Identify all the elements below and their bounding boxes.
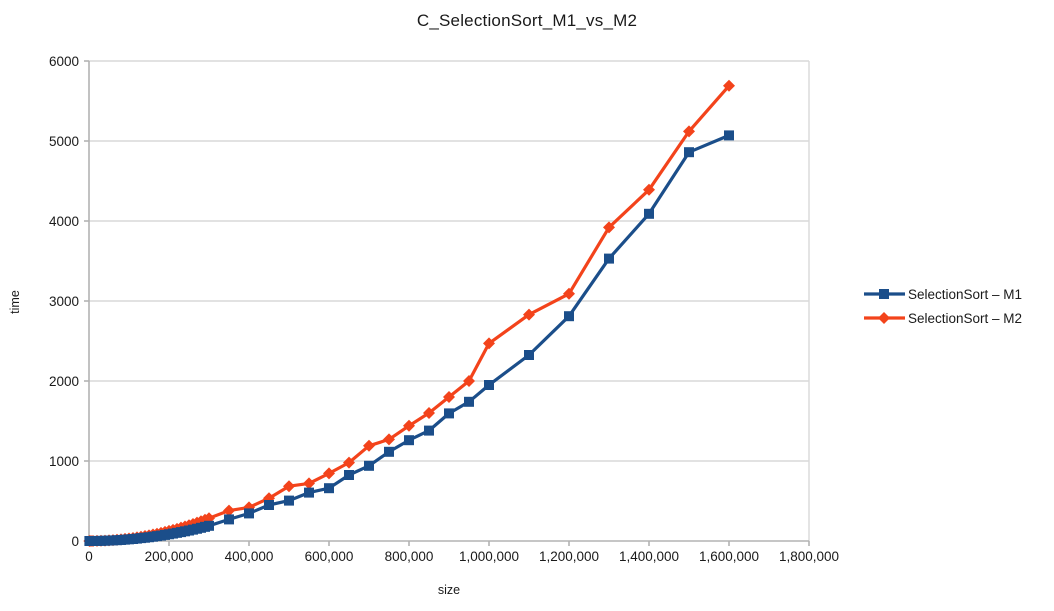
marker-m1 <box>464 396 474 407</box>
marker-m1 <box>444 408 454 419</box>
marker-m2 <box>523 308 535 321</box>
x-tick-label: 1,000,000 <box>459 549 519 564</box>
x-axis-title: size <box>437 583 461 597</box>
marker-m2 <box>463 375 475 387</box>
series-line-m1 <box>87 133 731 543</box>
marker-m1 <box>204 520 214 531</box>
y-tick-label: 6000 <box>49 54 79 69</box>
x-tick-label: 0 <box>85 549 93 564</box>
legend-line-diamond-icon <box>864 312 905 324</box>
marker-m1 <box>384 446 394 457</box>
diamond-marker-icon <box>878 312 890 324</box>
marker-m2 <box>323 467 335 480</box>
marker-m1 <box>284 495 294 506</box>
marker-m1 <box>564 311 574 322</box>
marker-m2 <box>243 501 255 514</box>
marker-m2 <box>443 391 455 403</box>
legend-item-m1: SelectionSort – M1 <box>864 282 1022 306</box>
marker-m2 <box>343 456 355 469</box>
marker-m1 <box>404 435 414 446</box>
y-tick-label: 2000 <box>49 374 79 389</box>
x-tick-label: 800,000 <box>385 549 434 564</box>
marker-m2 <box>483 337 495 350</box>
marker-m2 <box>223 504 235 517</box>
legend-line-square-icon <box>864 289 905 299</box>
marker-m1 <box>364 460 374 471</box>
marker-m2 <box>363 439 375 452</box>
legend-item-m2: SelectionSort – M2 <box>864 306 1022 330</box>
x-tick-label: 200,000 <box>145 549 194 564</box>
marker-m2 <box>643 183 655 196</box>
legend-label-m2: SelectionSort – M2 <box>908 310 1023 326</box>
marker-m2 <box>563 287 575 300</box>
marker-m1 <box>344 470 354 480</box>
y-tick-label: 1000 <box>49 454 79 469</box>
marker-m2 <box>303 477 315 490</box>
marker-m1 <box>424 425 434 436</box>
legend: SelectionSort – M1 SelectionSort – M2 <box>864 282 1022 330</box>
marker-m1 <box>604 253 614 264</box>
marker-m2 <box>423 407 435 419</box>
marker-m1 <box>724 130 734 141</box>
x-tick-label: 600,000 <box>305 549 354 564</box>
marker-m1 <box>684 147 694 158</box>
y-tick-label: 5000 <box>49 134 79 149</box>
y-tick-label: 4000 <box>49 214 79 229</box>
marker-m2 <box>603 221 615 234</box>
marker-m1 <box>524 350 534 360</box>
marker-m1 <box>264 500 274 510</box>
x-tick-label: 1,600,000 <box>699 549 759 564</box>
chart-title: C_SelectionSort_M1_vs_M2 <box>416 11 638 30</box>
square-marker-icon <box>879 289 889 299</box>
marker-m1 <box>484 380 494 390</box>
marker-m2 <box>403 419 415 432</box>
marker-m2 <box>383 433 395 446</box>
x-tick-label: 1,400,000 <box>619 549 679 564</box>
x-tick-label: 1,200,000 <box>539 549 599 564</box>
series-line-m2 <box>87 84 731 543</box>
marker-m2 <box>683 125 695 138</box>
marker-m2 <box>283 480 295 493</box>
y-tick-label: 3000 <box>49 294 79 309</box>
marker-m2 <box>723 79 735 92</box>
legend-label-m1: SelectionSort – M1 <box>908 286 1023 302</box>
marker-m1 <box>324 483 334 494</box>
marker-m1 <box>224 514 234 525</box>
marker-m1 <box>244 508 254 519</box>
x-tick-label: 400,000 <box>225 549 274 564</box>
marker-m1 <box>304 487 314 498</box>
marker-m1 <box>644 208 654 219</box>
y-tick-label: 0 <box>71 534 79 549</box>
x-tick-label: 1,800,000 <box>779 549 839 564</box>
